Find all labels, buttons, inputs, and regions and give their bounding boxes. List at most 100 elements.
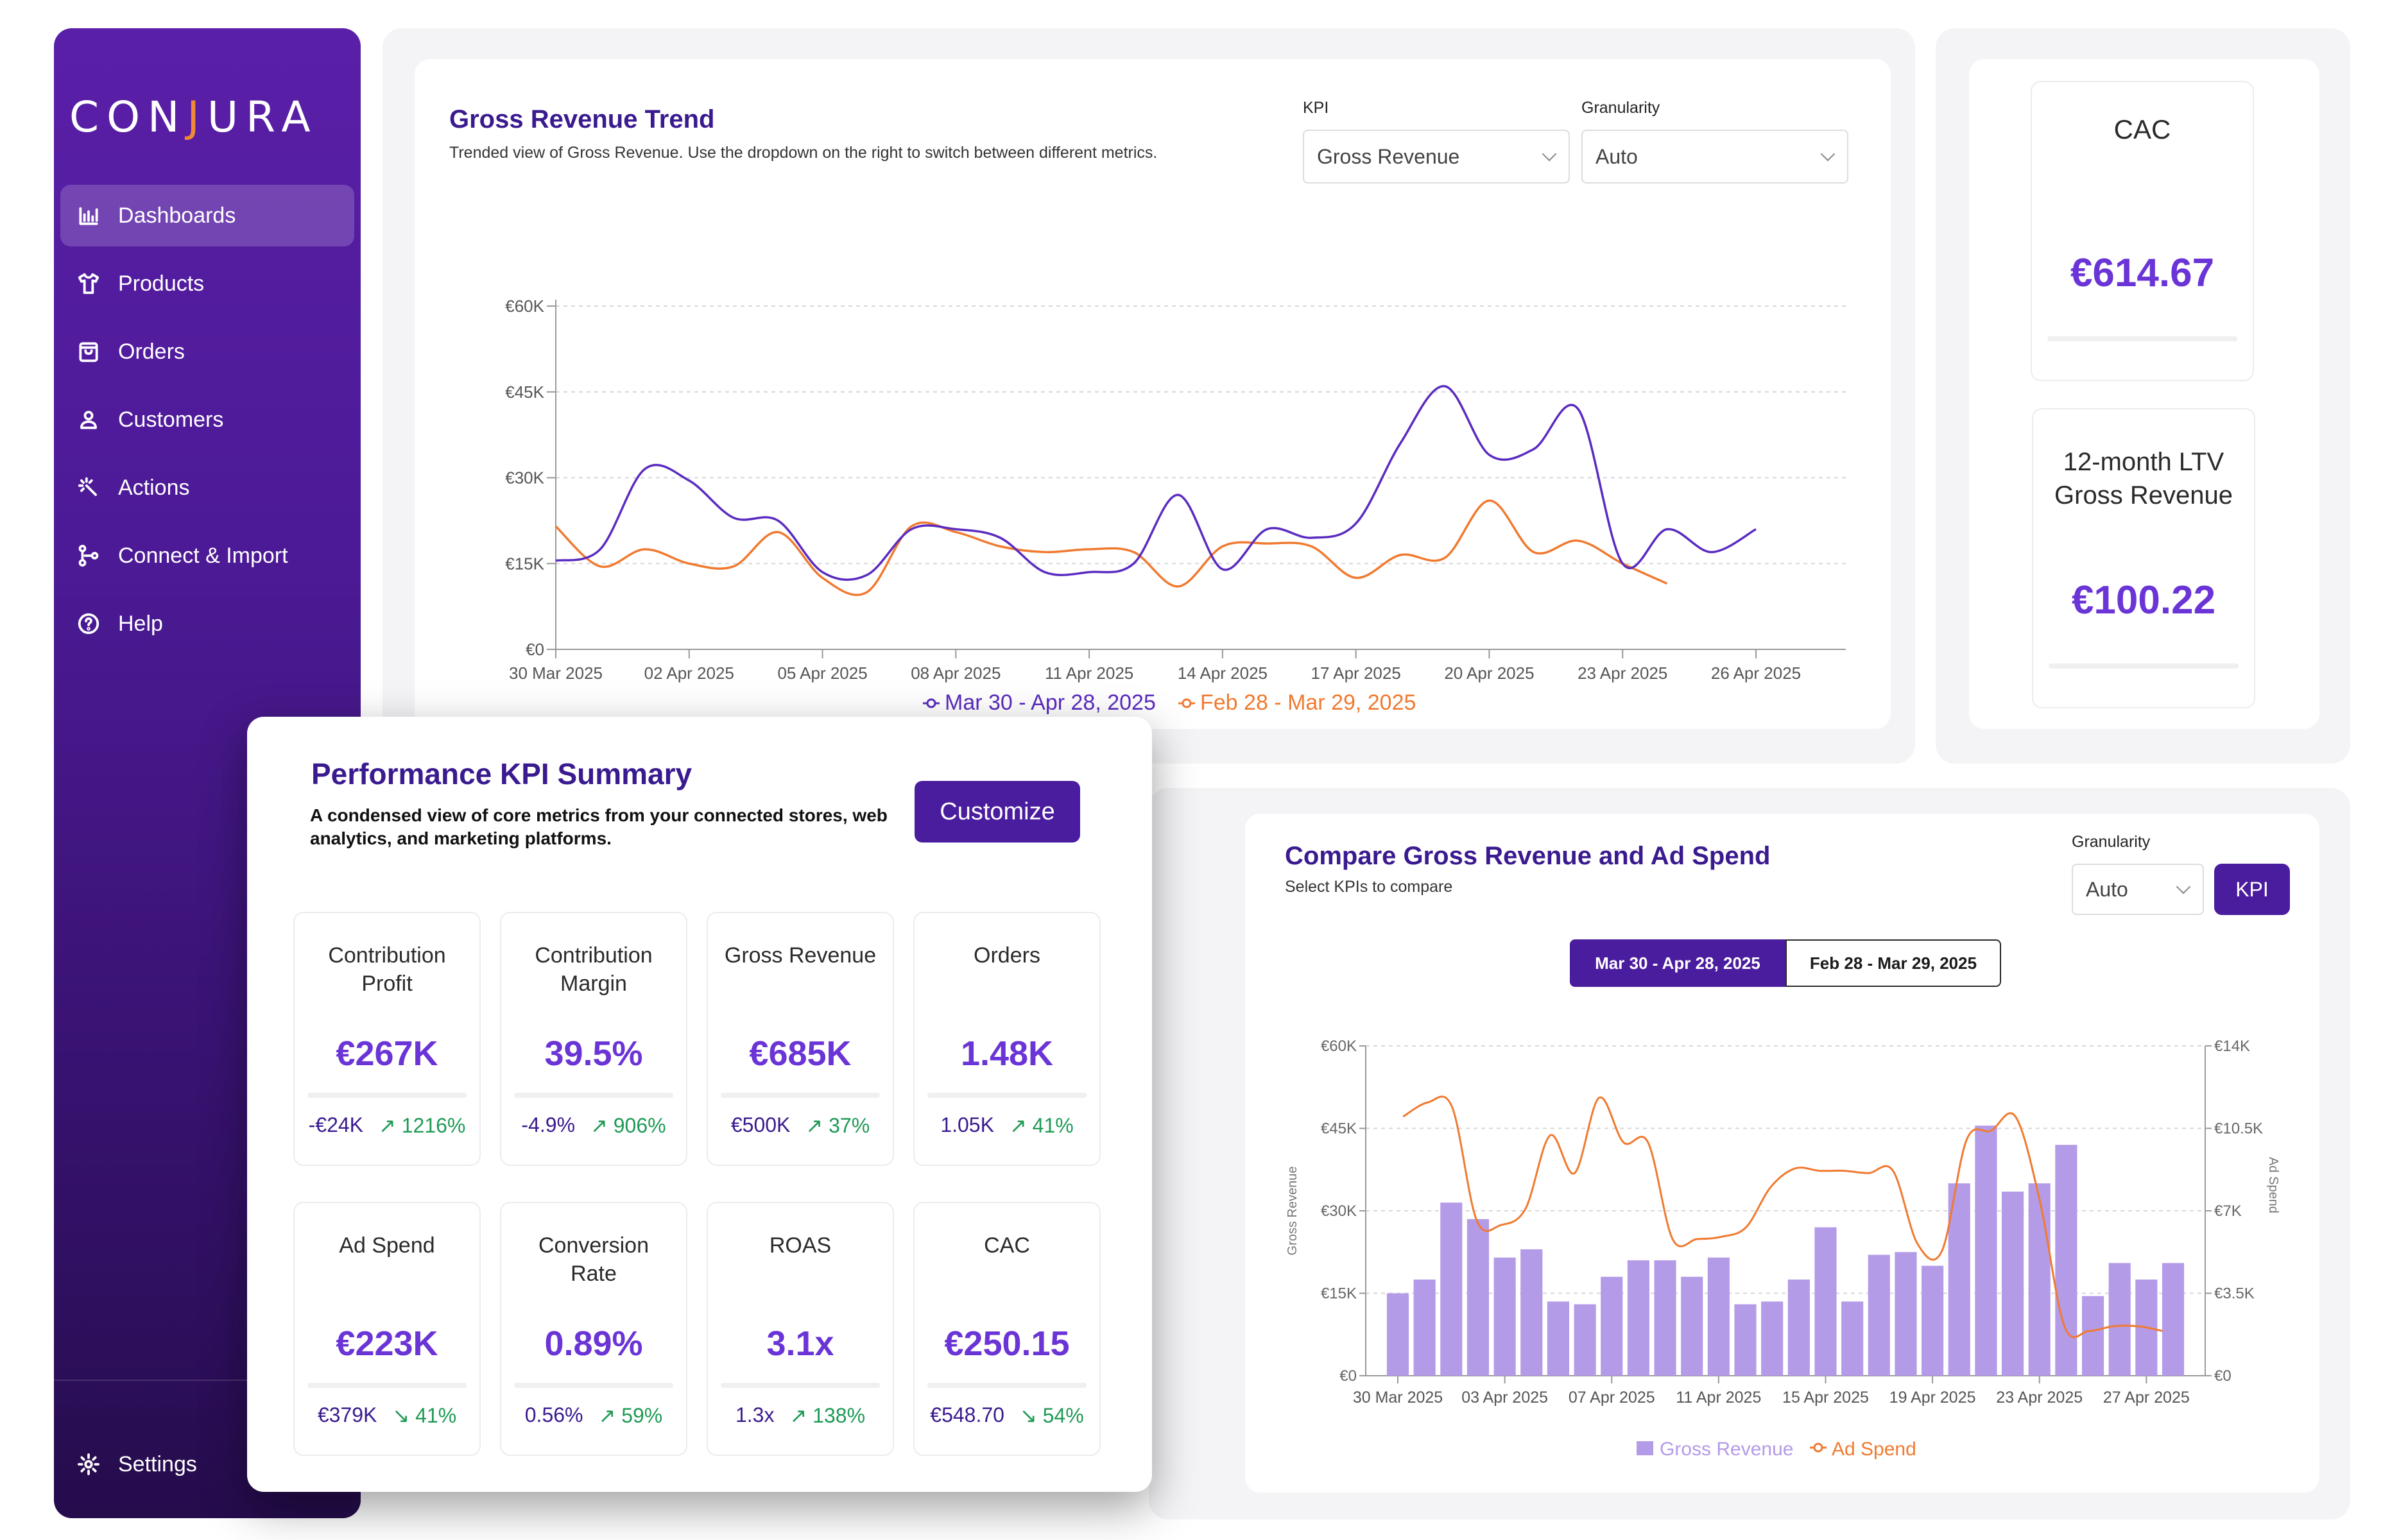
bar-chart-icon xyxy=(74,201,103,230)
kpi-delta-value: 37% xyxy=(829,1114,870,1137)
bar xyxy=(1707,1257,1730,1376)
sidebar-item-label: Actions xyxy=(118,475,190,500)
kpi-card-label: Ad Spend xyxy=(295,1231,479,1260)
ad-spend-line xyxy=(1402,1095,2163,1339)
kpi-previous-value: 1.3x xyxy=(735,1403,775,1426)
kpi-card[interactable]: Conversion Rate 0.89% 0.56% ↗ 59% xyxy=(500,1202,687,1456)
kpi-delta: ↗ 37% xyxy=(805,1113,870,1138)
cac-divider xyxy=(2047,336,2237,341)
kpi-delta: ↗ 1216% xyxy=(379,1113,465,1138)
kpi-card-divider xyxy=(721,1093,880,1098)
kpi-delta-value: 54% xyxy=(1042,1404,1084,1427)
kpi-delta: ↗ 906% xyxy=(590,1113,666,1138)
sidebar-item-label: Help xyxy=(118,611,163,636)
kpi-card[interactable]: Ad Spend €223K €379K ↘ 41% xyxy=(293,1202,481,1456)
kpi-card-footer: -4.9% ↗ 906% xyxy=(501,1113,686,1138)
compare-title: Compare Gross Revenue and Ad Spend xyxy=(1285,842,1771,870)
bar xyxy=(2001,1192,2024,1376)
x-tick-label: 11 Apr 2025 xyxy=(1045,663,1133,683)
compare-chart: €0 €15K €30K €45K €60K €0 €3.5K €7K €10.5K €14K Gr… xyxy=(1286,1038,2280,1460)
kpi-card[interactable]: Contribution Margin 39.5% -4.9% ↗ 906% xyxy=(500,912,687,1166)
y-tick-label: €15K xyxy=(505,554,544,573)
summary-title: Performance KPI Summary xyxy=(311,757,692,791)
series-line-previous xyxy=(555,499,1668,596)
help-icon xyxy=(74,610,103,638)
kpi-card[interactable]: ROAS 3.1x 1.3x ↗ 138% xyxy=(707,1202,894,1456)
granularity-select-value: Auto xyxy=(1595,144,1638,168)
y-tick-label: €45K xyxy=(505,382,544,402)
compare-granularity-select[interactable]: Auto xyxy=(2072,864,2204,915)
bar xyxy=(1734,1304,1757,1376)
bar xyxy=(1841,1301,1864,1376)
compare-granularity-value: Auto xyxy=(2086,877,2128,901)
x-tick-label: 07 Apr 2025 xyxy=(1569,1389,1655,1407)
x-tick-label: 05 Apr 2025 xyxy=(777,663,867,683)
trend-arrow-icon: ↗ xyxy=(590,1114,608,1137)
kpi-delta-value: 41% xyxy=(1032,1114,1074,1137)
kpi-card-divider xyxy=(307,1383,467,1388)
x-tick-label: 20 Apr 2025 xyxy=(1444,663,1534,683)
kpi-button[interactable]: KPI xyxy=(2214,864,2290,915)
kpi-label-line1: Gross Revenue xyxy=(724,943,877,968)
sidebar-item-dashboards[interactable]: Dashboards xyxy=(60,185,354,246)
kpi-card[interactable]: Orders 1.48K 1.05K ↗ 41% xyxy=(913,912,1101,1166)
bar xyxy=(2055,1145,2077,1376)
ltv-label-line1: 12-month LTV xyxy=(2063,448,2224,476)
compare-granularity-label: Granularity xyxy=(2072,833,2151,851)
y-tick-label: €60K xyxy=(505,296,544,316)
bag-icon xyxy=(74,338,103,366)
bar xyxy=(2028,1183,2051,1376)
kpi-card[interactable]: CAC €250.15 €548.70 ↘ 54% xyxy=(913,1202,1101,1456)
kpi-select[interactable]: Gross Revenue xyxy=(1303,130,1570,184)
summary-description: A condensed view of core metrics from yo… xyxy=(310,804,888,850)
kpi-delta: ↗ 59% xyxy=(598,1403,662,1428)
sidebar-item-customers[interactable]: Customers xyxy=(60,389,354,450)
kpi-card-value: 0.89% xyxy=(544,1324,643,1363)
kpi-delta: ↗ 41% xyxy=(1010,1113,1074,1138)
summary-desc-line1: A condensed view of core metrics from yo… xyxy=(310,805,888,825)
bar xyxy=(1922,1265,1944,1376)
kpi-previous-value: 0.56% xyxy=(524,1403,583,1426)
kpi-label-line2: Profit xyxy=(361,971,413,996)
kpi-card-label: CAC xyxy=(915,1231,1099,1260)
kpi-label-line1: Contribution xyxy=(328,943,446,968)
tab-current-period[interactable]: Mar 30 - Apr 28, 2025 xyxy=(1570,939,1785,987)
x-tick-label: 30 Mar 2025 xyxy=(1353,1389,1443,1407)
sidebar-item-settings[interactable]: Settings xyxy=(60,1433,354,1495)
sidebar-item-label: Connect & Import xyxy=(118,543,288,568)
x-tick-label: 11 Apr 2025 xyxy=(1676,1389,1761,1407)
sidebar-item-orders[interactable]: Orders xyxy=(60,321,354,382)
kpi-card[interactable]: Gross Revenue €685K €500K ↗ 37% xyxy=(707,912,894,1166)
sidebar-item-label: Dashboards xyxy=(118,203,236,228)
y-right-tick-label: €0 xyxy=(2214,1367,2232,1385)
kpi-select-value: Gross Revenue xyxy=(1317,144,1460,168)
sidebar-item-help[interactable]: Help xyxy=(60,593,354,654)
trend-arrow-icon: ↗ xyxy=(805,1114,823,1137)
tab-previous-period[interactable]: Feb 28 - Mar 29, 2025 xyxy=(1785,939,2001,987)
kpi-delta-value: 41% xyxy=(415,1404,457,1427)
bar xyxy=(1654,1260,1676,1376)
y-left-tick-label: €45K xyxy=(1321,1120,1357,1138)
kpi-card[interactable]: Contribution Profit €267K -€24K ↗ 1216% xyxy=(293,912,481,1166)
ltv-card: 12-month LTV Gross Revenue €100.22 xyxy=(2032,408,2255,708)
series-line-current xyxy=(555,385,1757,581)
sidebar-item-connect-import[interactable]: Connect & Import xyxy=(60,525,354,586)
side-kpi-card: CAC €614.67 12-month LTV Gross Revenue €1… xyxy=(1969,59,2319,729)
kpi-label-line1: Contribution xyxy=(535,943,653,968)
kpi-delta-value: 1216% xyxy=(401,1114,466,1137)
x-tick-label: 08 Apr 2025 xyxy=(911,663,1001,683)
legend-marker xyxy=(1637,1441,1653,1455)
sidebar-item-products[interactable]: Products xyxy=(60,253,354,314)
kpi-delta: ↘ 54% xyxy=(1020,1403,1084,1428)
customize-button[interactable]: Customize xyxy=(915,781,1080,843)
kpi-card-footer: -€24K ↗ 1216% xyxy=(295,1113,479,1138)
sidebar-item-label: Settings xyxy=(118,1451,197,1476)
y-right-tick-label: €7K xyxy=(2214,1202,2242,1220)
gear-icon xyxy=(74,1450,103,1478)
kpi-previous-value: €548.70 xyxy=(930,1403,1004,1426)
sidebar-item-actions[interactable]: Actions xyxy=(60,457,354,518)
kpi-delta: ↗ 138% xyxy=(789,1403,865,1428)
bar xyxy=(1574,1304,1596,1376)
granularity-select[interactable]: Auto xyxy=(1581,130,1848,184)
bar xyxy=(1493,1257,1516,1376)
